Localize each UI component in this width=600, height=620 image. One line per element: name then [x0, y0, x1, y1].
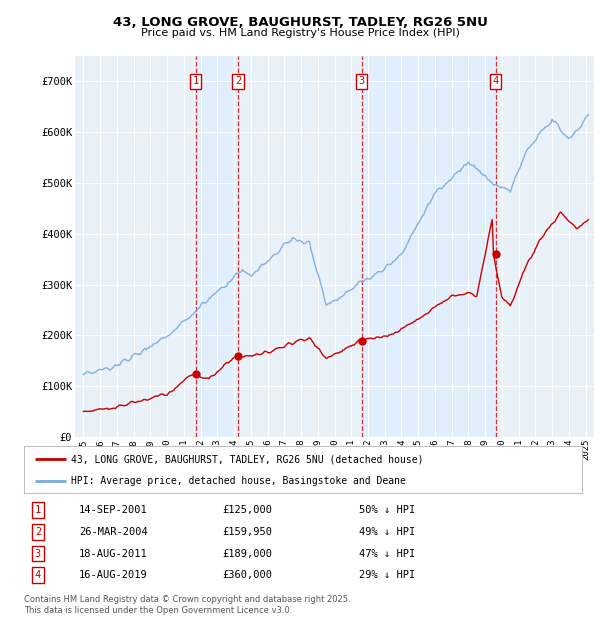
Bar	[196, 56, 238, 437]
Text: Price paid vs. HM Land Registry's House Price Index (HPI): Price paid vs. HM Land Registry's House …	[140, 28, 460, 38]
Text: 3: 3	[35, 549, 41, 559]
Text: This data is licensed under the Open Government Licence v3.0.: This data is licensed under the Open Gov…	[24, 606, 292, 616]
Text: £159,950: £159,950	[222, 527, 272, 537]
Bar	[362, 56, 496, 437]
Text: 2: 2	[235, 76, 241, 86]
Text: 49% ↓ HPI: 49% ↓ HPI	[359, 527, 415, 537]
Text: 2: 2	[35, 527, 41, 537]
Text: 50% ↓ HPI: 50% ↓ HPI	[359, 505, 415, 515]
Text: 3: 3	[358, 76, 365, 86]
Text: 14-SEP-2001: 14-SEP-2001	[79, 505, 148, 515]
Text: 29% ↓ HPI: 29% ↓ HPI	[359, 570, 415, 580]
Text: 47% ↓ HPI: 47% ↓ HPI	[359, 549, 415, 559]
Text: 16-AUG-2019: 16-AUG-2019	[79, 570, 148, 580]
Text: 26-MAR-2004: 26-MAR-2004	[79, 527, 148, 537]
Text: 43, LONG GROVE, BAUGHURST, TADLEY, RG26 5NU: 43, LONG GROVE, BAUGHURST, TADLEY, RG26 …	[113, 16, 487, 29]
Text: 43, LONG GROVE, BAUGHURST, TADLEY, RG26 5NU (detached house): 43, LONG GROVE, BAUGHURST, TADLEY, RG26 …	[71, 454, 424, 464]
Text: Contains HM Land Registry data © Crown copyright and database right 2025.: Contains HM Land Registry data © Crown c…	[24, 595, 350, 604]
Text: 18-AUG-2011: 18-AUG-2011	[79, 549, 148, 559]
Text: £125,000: £125,000	[222, 505, 272, 515]
Text: 4: 4	[493, 76, 499, 86]
Text: 1: 1	[193, 76, 199, 86]
Text: HPI: Average price, detached house, Basingstoke and Deane: HPI: Average price, detached house, Basi…	[71, 476, 406, 486]
Text: £360,000: £360,000	[222, 570, 272, 580]
Text: 1: 1	[35, 505, 41, 515]
Text: 4: 4	[35, 570, 41, 580]
Text: £189,000: £189,000	[222, 549, 272, 559]
